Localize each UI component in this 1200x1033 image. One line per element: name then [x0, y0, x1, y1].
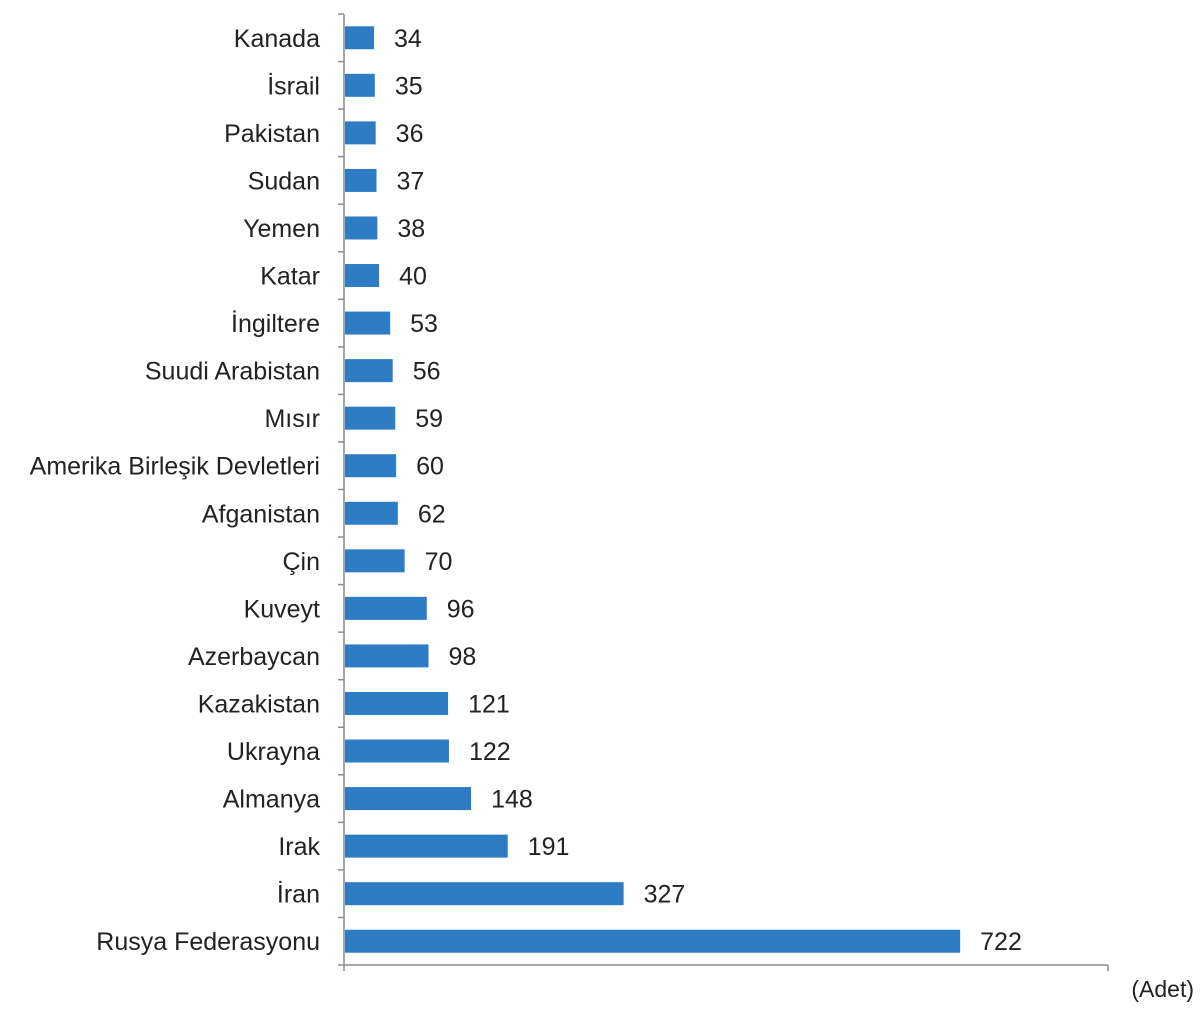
category-label: İsrail — [267, 71, 320, 100]
bar — [345, 454, 397, 478]
data-label: 35 — [395, 72, 423, 100]
bar — [345, 549, 405, 573]
bar — [345, 834, 508, 858]
bar — [345, 929, 961, 953]
bar — [345, 264, 380, 288]
category-label: İran — [277, 880, 320, 909]
category-label: Almanya — [223, 786, 320, 814]
category-label: Rusya Federasyonu — [96, 928, 320, 956]
data-label: 122 — [469, 738, 511, 766]
bar — [345, 644, 429, 668]
data-label: 148 — [491, 786, 533, 814]
category-label: Çin — [282, 548, 320, 576]
data-label: 59 — [415, 405, 443, 433]
data-label: 96 — [447, 595, 475, 623]
bar — [345, 691, 449, 715]
category-label: Pakistan — [224, 120, 320, 148]
bar — [345, 787, 472, 811]
bar — [345, 359, 393, 383]
data-label: 70 — [425, 548, 453, 576]
data-label: 36 — [396, 120, 424, 148]
category-label: Amerika Birleşik Devletleri — [30, 453, 320, 481]
category-label: Sudan — [248, 167, 320, 195]
data-label: 722 — [980, 928, 1022, 956]
category-label: Kanada — [234, 25, 320, 53]
bar — [345, 882, 624, 906]
category-label: Kazakistan — [198, 690, 320, 718]
category-label: Irak — [278, 833, 320, 861]
category-label: Ukrayna — [227, 738, 320, 766]
bar — [345, 121, 376, 145]
category-label: İngiltere — [231, 309, 320, 338]
data-label: 60 — [416, 453, 444, 481]
bar — [345, 26, 374, 50]
bar — [345, 168, 377, 192]
data-label: 191 — [528, 833, 570, 861]
data-label: 327 — [644, 881, 686, 909]
bar — [345, 311, 391, 335]
data-label: 121 — [468, 690, 510, 718]
data-label: 40 — [399, 263, 427, 291]
data-label: 37 — [397, 167, 425, 195]
value-labels: 34 35 36 37 38 40 53 56 59 60 62 70 96 98 121 122 148 191… — [394, 25, 1022, 956]
data-label: 38 — [397, 215, 425, 243]
data-label: 98 — [448, 643, 476, 671]
chart-axes — [338, 13, 1109, 971]
data-label: 53 — [410, 310, 438, 338]
bar — [345, 739, 449, 763]
category-label: Kuveyt — [244, 595, 320, 623]
category-label: Yemen — [243, 215, 320, 243]
bar — [345, 406, 396, 430]
bar — [345, 73, 375, 97]
bar — [345, 501, 398, 525]
category-label: Mısır — [264, 405, 320, 433]
data-label: 56 — [413, 358, 441, 386]
unit-label: (Adet) — [1131, 976, 1194, 1002]
chart-bars — [345, 26, 961, 953]
category-label: Azerbaycan — [188, 643, 320, 671]
category-labels: Kanada İsrail Pakistan Sudan Yemen Katar İngil… — [30, 25, 321, 956]
category-label: Afganistan — [202, 500, 320, 528]
category-label: Suudi Arabistan — [145, 358, 320, 386]
bar — [345, 596, 427, 620]
bar — [345, 216, 378, 240]
category-label: Katar — [260, 263, 320, 291]
data-label: 62 — [418, 500, 446, 528]
data-label: 34 — [394, 25, 422, 53]
